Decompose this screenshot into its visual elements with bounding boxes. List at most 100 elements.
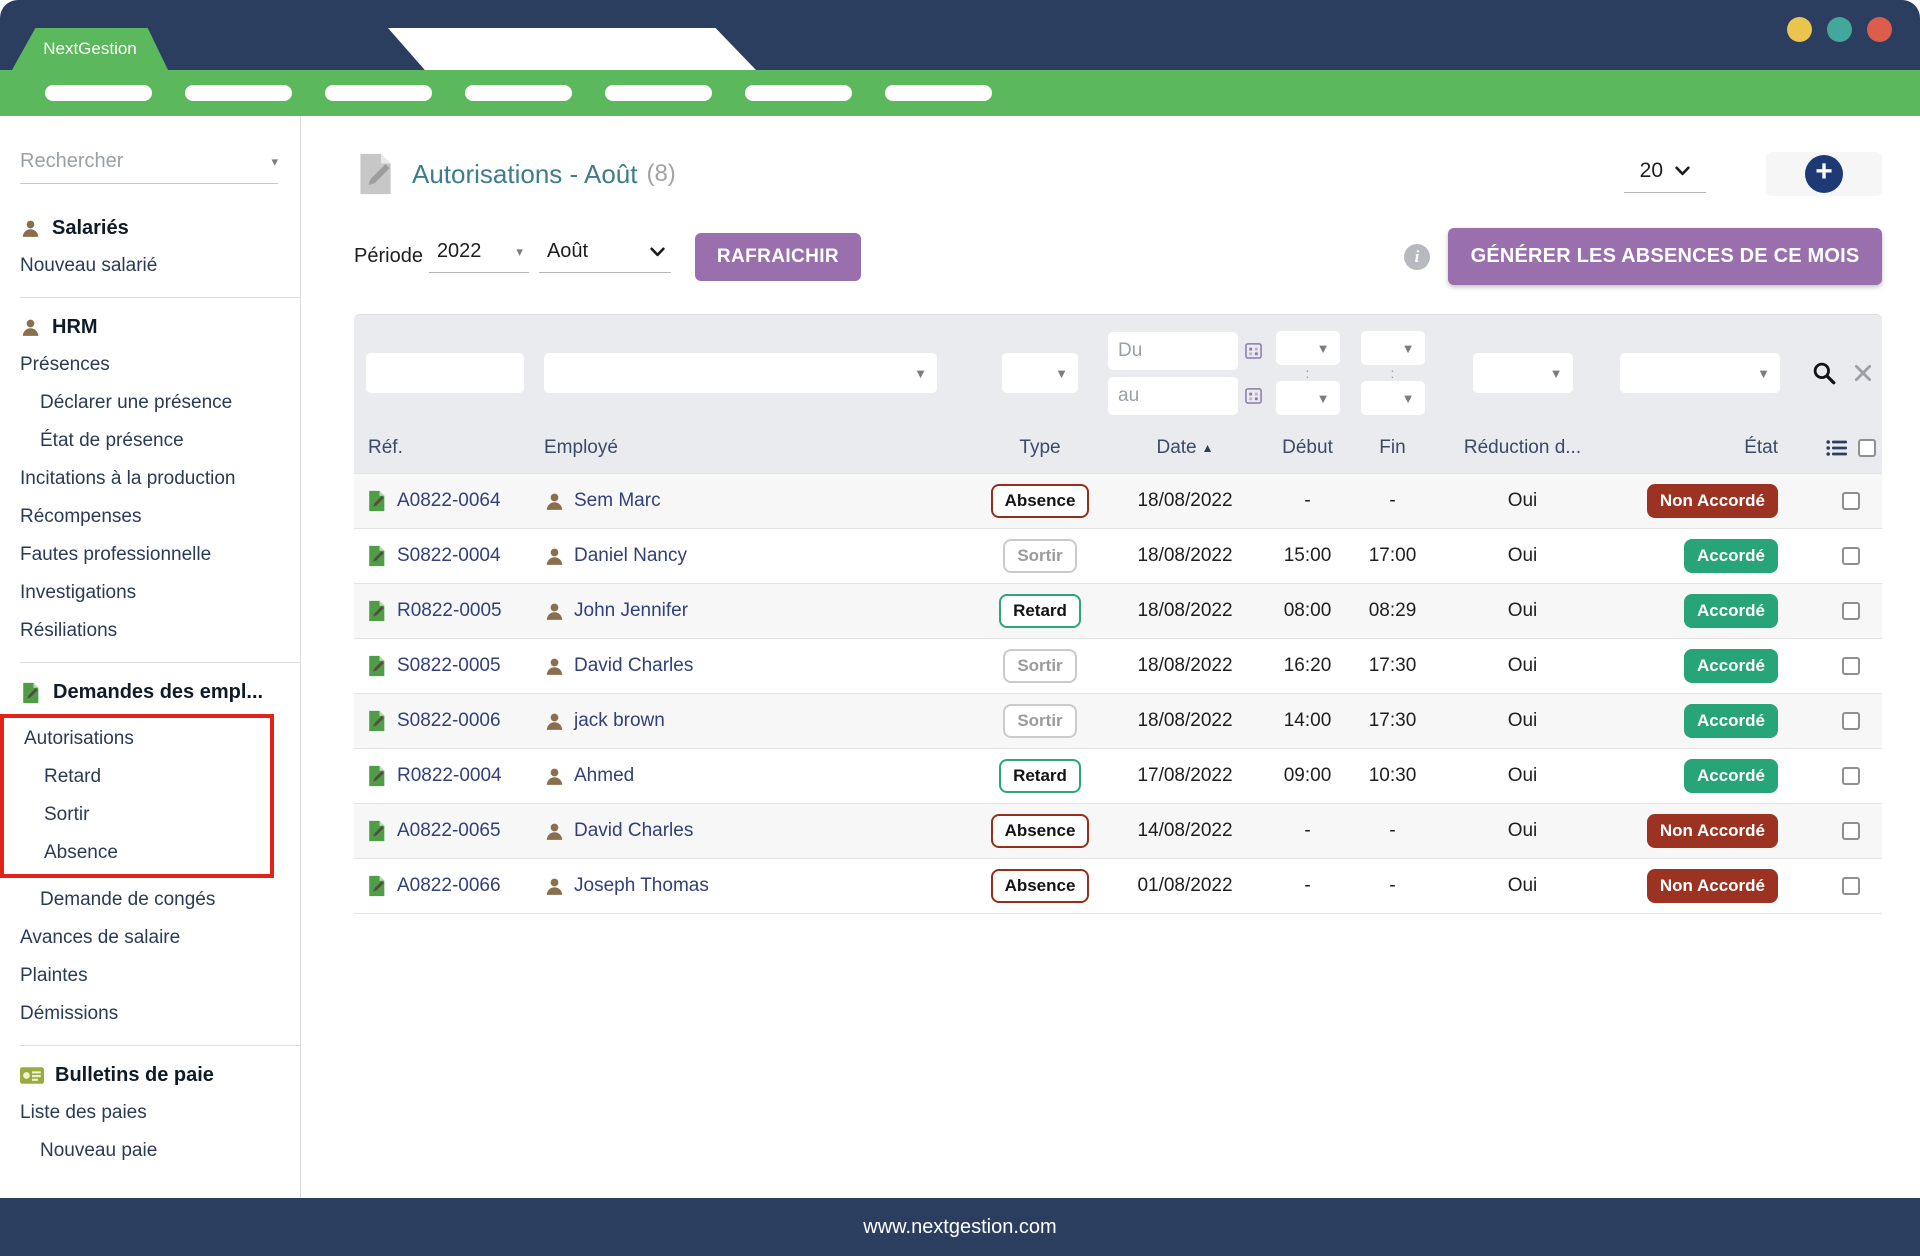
sidebar-item[interactable]: Résiliations <box>0 612 300 650</box>
column-header-employee[interactable]: Employé <box>544 437 618 458</box>
sidebar-section-header[interactable]: Bulletins de paie <box>0 1055 300 1094</box>
filter-start-hour-select[interactable]: ▼ <box>1275 331 1340 365</box>
ref-link[interactable]: S0822-0005 <box>397 655 501 676</box>
employee-link[interactable]: Joseph Thomas <box>574 875 709 896</box>
sidebar-item[interactable]: Présences <box>0 346 300 384</box>
ref-link[interactable]: S0822-0006 <box>397 710 501 731</box>
nav-pill[interactable] <box>185 85 292 101</box>
yellow-circle-button[interactable] <box>1787 17 1812 42</box>
sidebar-item[interactable]: Retard <box>4 758 270 796</box>
sidebar-item[interactable]: Demande de congés <box>0 881 300 919</box>
teal-circle-button[interactable] <box>1827 17 1852 42</box>
filter-state-select[interactable]: ▼ <box>1620 353 1780 393</box>
clear-filters-icon[interactable] <box>1852 362 1874 384</box>
select-all-checkbox[interactable] <box>1858 439 1876 457</box>
employee-link[interactable]: Sem Marc <box>574 490 661 511</box>
sidebar-item[interactable]: Déclarer une présence <box>0 384 300 422</box>
filter-end-minute-select[interactable]: ▼ <box>1360 381 1425 415</box>
list-view-icon[interactable] <box>1826 439 1848 457</box>
page-title[interactable]: Autorisations - Août <box>412 158 638 189</box>
person-icon <box>544 601 565 622</box>
secondary-tab[interactable] <box>388 28 756 70</box>
ref-link[interactable]: A0822-0065 <box>397 820 501 841</box>
filter-reduction-select[interactable]: ▼ <box>1472 353 1573 393</box>
employee-link[interactable]: Daniel Nancy <box>574 545 687 566</box>
footer-url[interactable]: www.nextgestion.com <box>863 1215 1057 1238</box>
sidebar-section-header[interactable]: HRM <box>0 307 300 346</box>
page-size-select[interactable]: 20 <box>1623 155 1706 193</box>
month-select[interactable]: Août <box>538 240 671 273</box>
sidebar-item[interactable]: Plaintes <box>0 957 300 995</box>
sidebar-item[interactable]: Démissions <box>0 995 300 1033</box>
employee-link[interactable]: jack brown <box>574 710 665 731</box>
end-cell: 17:00 <box>1368 545 1417 566</box>
search-icon[interactable] <box>1811 360 1837 386</box>
sidebar-section-header[interactable]: Salariés <box>0 208 300 247</box>
filter-employee-select[interactable]: ▼ <box>544 353 937 393</box>
filter-date-to-input[interactable]: au <box>1108 376 1238 415</box>
column-header-type[interactable]: Type <box>1019 437 1061 458</box>
sidebar-item[interactable]: Avances de salaire <box>0 919 300 957</box>
column-header-ref[interactable]: Réf. <box>368 437 403 458</box>
calendar-icon[interactable] <box>1245 342 1262 359</box>
row-checkbox[interactable] <box>1842 877 1860 895</box>
row-checkbox[interactable] <box>1842 602 1860 620</box>
row-checkbox[interactable] <box>1842 547 1860 565</box>
year-select[interactable]: 2022 ▾ <box>428 240 529 273</box>
nav-pill[interactable] <box>465 85 572 101</box>
ref-link[interactable]: A0822-0066 <box>397 875 501 896</box>
sidebar-item[interactable]: Sortir <box>4 796 270 834</box>
filter-type-select[interactable]: ▼ <box>1002 353 1078 393</box>
brand-tab[interactable]: NextGestion <box>12 28 168 70</box>
add-authorization-button[interactable]: + <box>1766 152 1882 196</box>
column-header-end[interactable]: Fin <box>1379 437 1406 458</box>
chevron-down-icon[interactable]: ▾ <box>271 153 278 169</box>
sidebar-item-label: Déclarer une présence <box>40 392 233 413</box>
nav-pill[interactable] <box>885 85 992 101</box>
filter-start-minute-select[interactable]: ▼ <box>1275 381 1340 415</box>
filter-end-hour-select[interactable]: ▼ <box>1360 331 1425 365</box>
employee-link[interactable]: Ahmed <box>574 765 635 786</box>
sidebar-item[interactable]: Autorisations <box>4 720 270 758</box>
row-checkbox[interactable] <box>1842 712 1860 730</box>
sidebar-section-header[interactable]: Demandes des empl... <box>0 672 300 711</box>
red-circle-button[interactable] <box>1867 17 1892 42</box>
ref-link[interactable]: S0822-0004 <box>397 545 501 566</box>
refresh-button[interactable]: RAFRAICHIR <box>694 232 861 281</box>
sidebar-item[interactable]: Nouveau paie <box>0 1132 300 1170</box>
filter-ref-input[interactable] <box>366 353 524 393</box>
info-icon[interactable]: i <box>1404 243 1430 270</box>
sidebar-item[interactable]: Investigations <box>0 574 300 612</box>
ref-link[interactable]: R0822-0004 <box>397 765 502 786</box>
sidebar-item[interactable]: Incitations à la production <box>0 460 300 498</box>
column-header-state[interactable]: État <box>1744 437 1778 458</box>
column-header-date[interactable]: Date ▲ <box>1105 437 1265 459</box>
column-header-start[interactable]: Début <box>1282 437 1333 458</box>
row-checkbox[interactable] <box>1842 657 1860 675</box>
sidebar-search-input[interactable]: Rechercher ▾ <box>20 150 278 184</box>
filter-date-from-input[interactable]: Du <box>1108 331 1238 370</box>
ref-link[interactable]: R0822-0005 <box>397 600 502 621</box>
window-controls <box>1787 17 1892 42</box>
ref-link[interactable]: A0822-0064 <box>397 490 501 511</box>
sidebar-item[interactable]: État de présence <box>0 422 300 460</box>
nav-pill[interactable] <box>605 85 712 101</box>
column-header-reduction[interactable]: Réduction d... <box>1463 437 1582 458</box>
row-checkbox[interactable] <box>1842 492 1860 510</box>
employee-link[interactable]: John Jennifer <box>574 600 689 621</box>
person-icon <box>544 821 565 842</box>
nav-pill[interactable] <box>745 85 852 101</box>
nav-pill[interactable] <box>325 85 432 101</box>
sidebar-item[interactable]: Fautes professionnelle <box>0 536 300 574</box>
employee-link[interactable]: David Charles <box>574 820 694 841</box>
sidebar-item[interactable]: Absence <box>4 834 270 872</box>
row-checkbox[interactable] <box>1842 767 1860 785</box>
sidebar-item[interactable]: Récompenses <box>0 498 300 536</box>
row-checkbox[interactable] <box>1842 822 1860 840</box>
sidebar-item[interactable]: Nouveau salarié <box>0 247 300 285</box>
calendar-icon[interactable] <box>1245 387 1262 404</box>
generate-absences-button[interactable]: GÉNÉRER LES ABSENCES DE CE MOIS <box>1448 228 1882 285</box>
nav-pill[interactable] <box>45 85 152 101</box>
employee-link[interactable]: David Charles <box>574 655 694 676</box>
sidebar-item[interactable]: Liste des paies <box>0 1094 300 1132</box>
